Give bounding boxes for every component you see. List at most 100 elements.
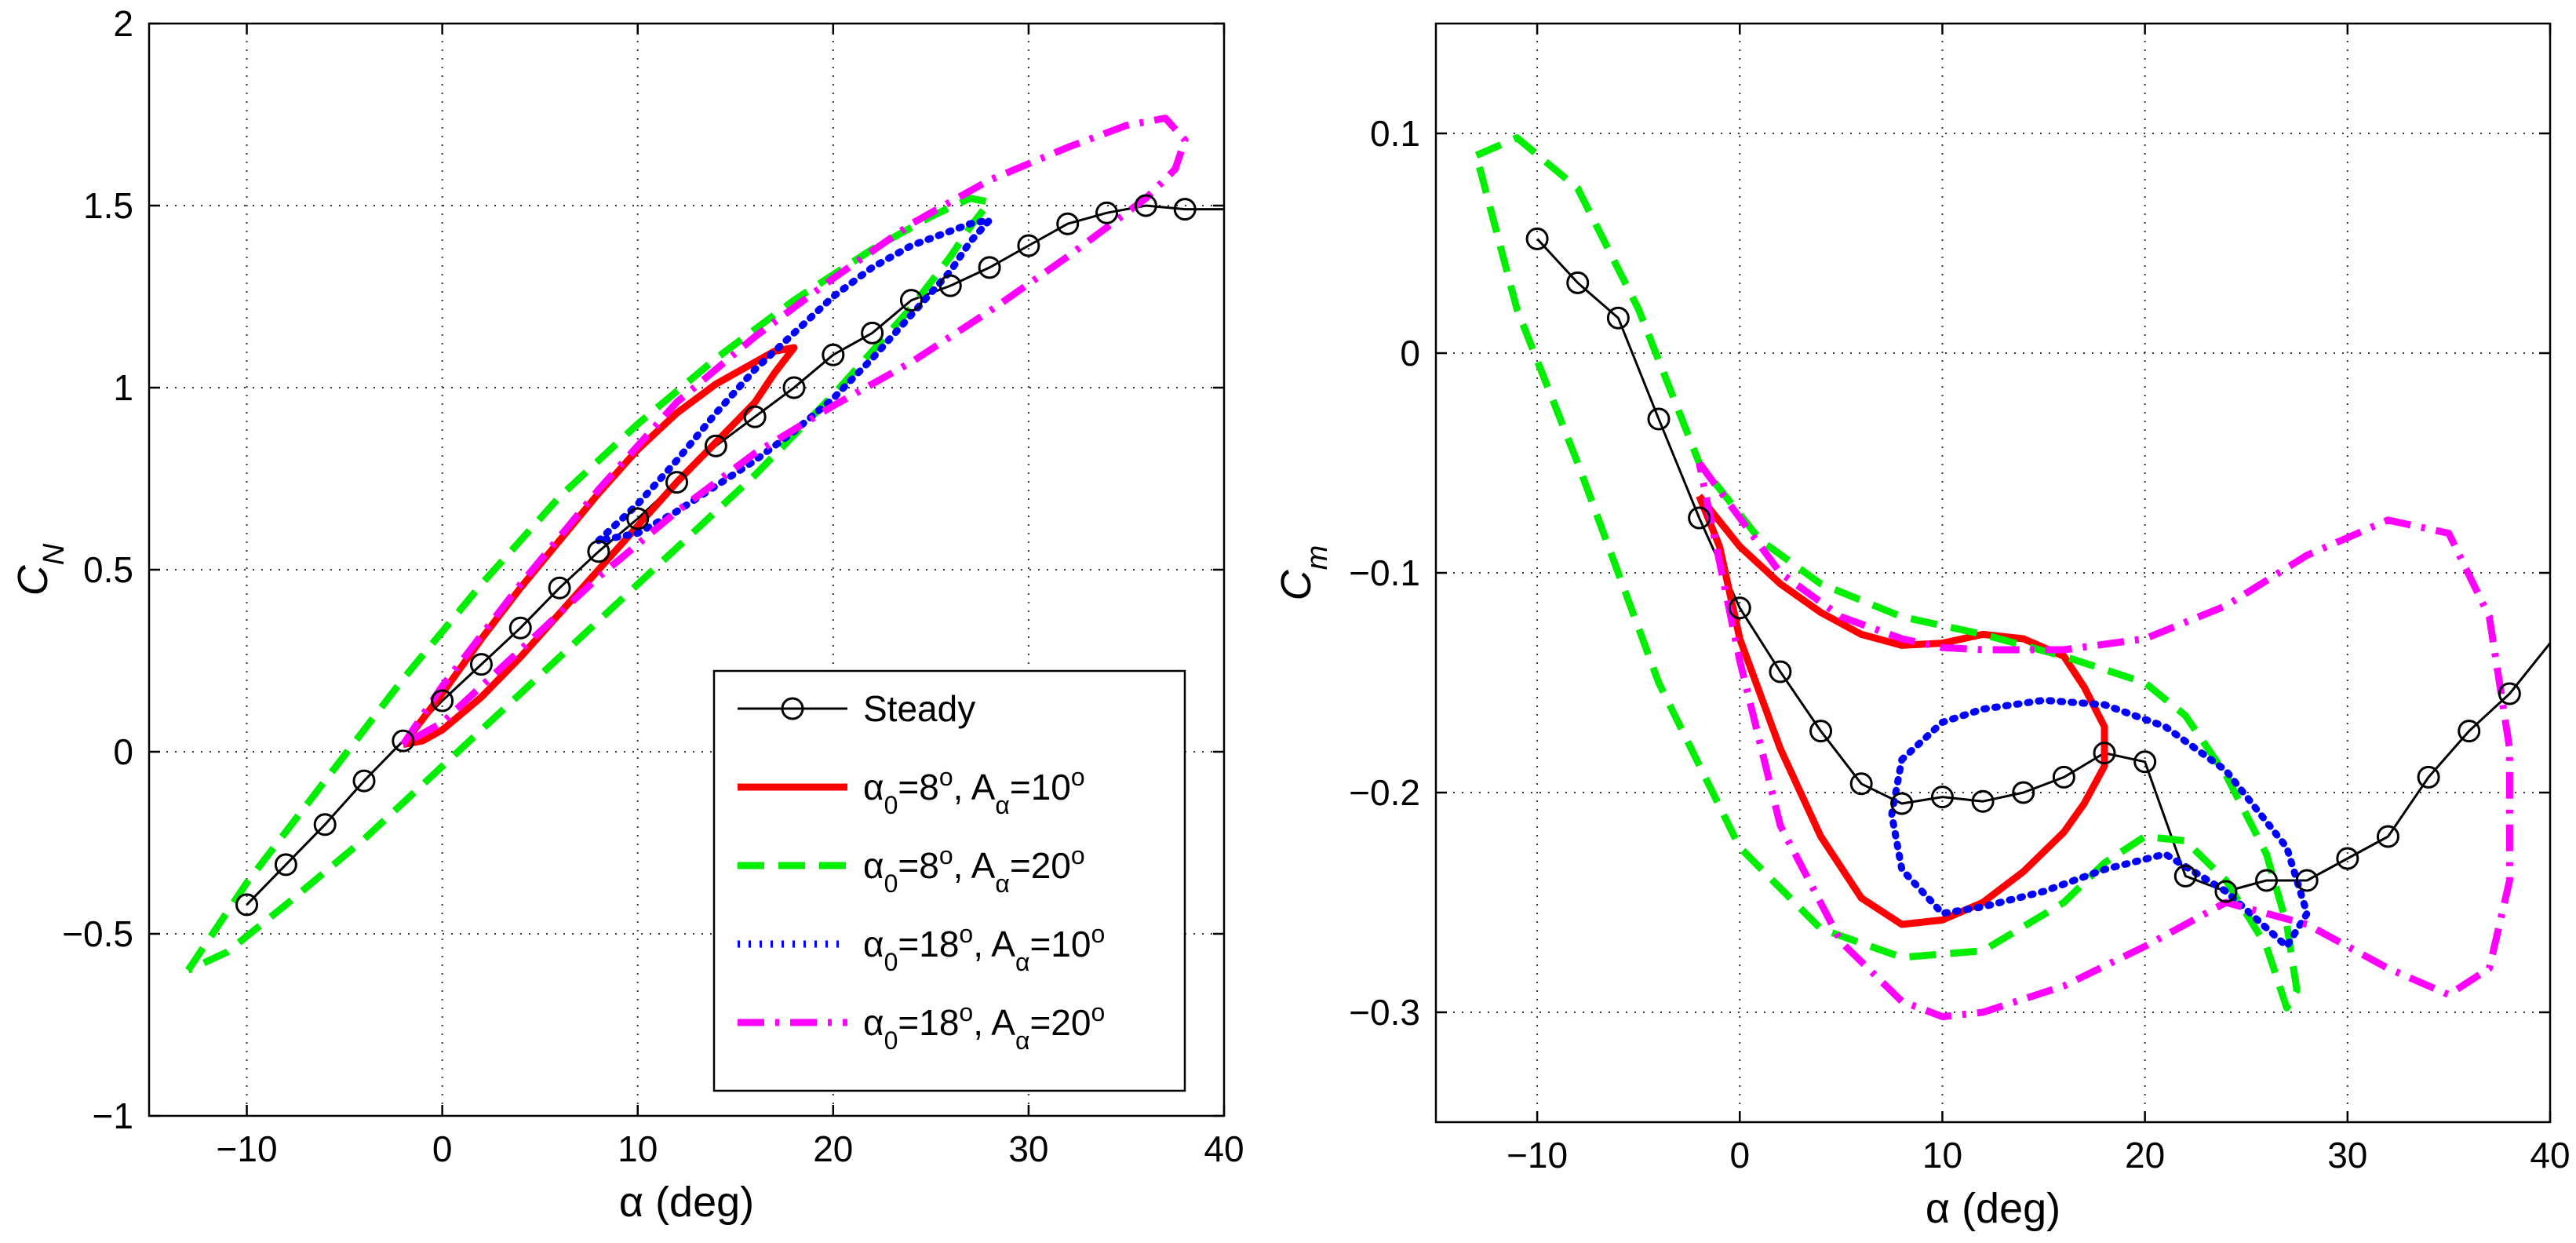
series-group bbox=[1473, 134, 2550, 1021]
data-point-marker bbox=[508, 616, 532, 640]
series-line-0-8-a-20 bbox=[185, 195, 993, 974]
data-point-marker bbox=[2295, 869, 2319, 892]
data-point-marker bbox=[1134, 194, 1157, 217]
data-point-marker bbox=[2214, 880, 2238, 903]
data-point-marker bbox=[782, 376, 806, 399]
data-point-marker bbox=[431, 689, 454, 713]
series-line-0-18-a-10 bbox=[595, 217, 993, 545]
data-point-marker bbox=[352, 769, 376, 793]
data-point-marker bbox=[665, 471, 689, 494]
data-point-marker bbox=[235, 893, 259, 917]
x-tick-label: 10 bbox=[618, 1128, 658, 1169]
x-tick-label: 40 bbox=[2530, 1135, 2570, 1176]
y-tick-label: −0.1 bbox=[1349, 552, 1420, 593]
data-point-marker bbox=[1809, 720, 1833, 743]
series-line-0-8-a-10 bbox=[1696, 494, 2108, 928]
data-point-marker bbox=[313, 813, 337, 837]
data-point-marker bbox=[469, 653, 493, 676]
data-point-marker bbox=[274, 853, 297, 877]
data-point-marker bbox=[1769, 660, 1792, 683]
legend-label: α0=8o, Aα=10o bbox=[863, 763, 1085, 819]
data-point-marker bbox=[1606, 306, 1630, 330]
data-point-marker bbox=[2255, 869, 2279, 892]
data-point-marker bbox=[2336, 847, 2359, 870]
cm-chart-panel: −10 0 10 20 30 40 −0.3 −0.2 −0.1 0 0.1 α (deg) Cm bbox=[1273, 22, 2571, 1232]
y-tick-label: −0.2 bbox=[1349, 772, 1420, 813]
x-tick-label: 20 bbox=[813, 1128, 853, 1169]
data-point-marker bbox=[1173, 198, 1197, 221]
data-point-marker bbox=[2133, 750, 2157, 774]
y-tick-label: 1.5 bbox=[83, 185, 133, 226]
data-point-marker bbox=[626, 507, 650, 530]
cn-chart-panel: −10 0 10 20 30 40 −1 −0.5 0 0.5 1 1.5 2 α (deg) CN Stea… bbox=[9, 3, 1244, 1226]
legend-label: α0=18o, Aα=20o bbox=[863, 998, 1105, 1055]
data-point-marker bbox=[2173, 864, 2197, 888]
legend-label: Steady bbox=[863, 688, 975, 729]
x-axis-label: α (deg) bbox=[1926, 1185, 2060, 1232]
x-tick-label: 0 bbox=[1729, 1135, 1750, 1176]
data-point-marker bbox=[1890, 792, 1914, 815]
data-point-marker bbox=[1971, 789, 1995, 813]
data-point-marker bbox=[1849, 772, 1873, 796]
y-axis-label: Cm bbox=[1273, 545, 1334, 601]
x-tick-label: −10 bbox=[217, 1128, 278, 1169]
x-axis-label: α (deg) bbox=[619, 1179, 754, 1226]
data-point-marker bbox=[2376, 825, 2399, 848]
series-line-0-18-a-20 bbox=[1696, 461, 2513, 1021]
data-point-marker bbox=[1525, 227, 1549, 250]
x-tick-label: 30 bbox=[2327, 1135, 2367, 1176]
y-tick-label: −0.3 bbox=[1349, 992, 1420, 1033]
y-tick-label: 2 bbox=[113, 3, 133, 44]
data-point-marker bbox=[743, 405, 767, 428]
legend-label: α0=18o, Aα=10o bbox=[863, 920, 1105, 976]
data-point-marker bbox=[2417, 765, 2440, 789]
x-tick-label: 30 bbox=[1008, 1128, 1048, 1169]
data-point-marker bbox=[2498, 682, 2521, 705]
legend-label: α0=8o, Aα=20o bbox=[863, 841, 1085, 898]
data-point-marker bbox=[899, 289, 923, 312]
data-point-marker bbox=[978, 256, 1001, 279]
data-point-marker bbox=[1930, 786, 1954, 809]
x-tick-label: 40 bbox=[1204, 1128, 1244, 1169]
data-point-marker bbox=[938, 274, 962, 297]
series-line-0-8-a-10 bbox=[400, 344, 798, 749]
data-point-marker bbox=[704, 434, 727, 457]
data-point-marker bbox=[1017, 234, 1040, 257]
y-tick-label: 1 bbox=[113, 367, 133, 408]
x-tick-label: −10 bbox=[1507, 1135, 1568, 1176]
legend: Steady α0=8o, Aα=10o α0=8o, Aα=20o α0=18o, … bbox=[712, 669, 1186, 1092]
axes-frame bbox=[1434, 22, 2552, 1124]
data-point-marker bbox=[1688, 506, 1711, 530]
data-point-marker bbox=[1647, 407, 1671, 431]
data-point-marker bbox=[1728, 596, 1751, 620]
x-tick-label: 20 bbox=[2125, 1135, 2165, 1176]
legend-marker bbox=[781, 697, 804, 720]
series-line-0-18-a-10 bbox=[1888, 696, 2311, 950]
x-tick-label: 0 bbox=[432, 1128, 453, 1169]
series-line-0-18-a-20 bbox=[400, 115, 1189, 748]
series-line-steady bbox=[1536, 238, 2550, 893]
data-point-marker bbox=[1095, 201, 1119, 224]
y-tick-label: 0 bbox=[1400, 333, 1420, 374]
y-tick-label: 0.1 bbox=[1370, 113, 1420, 154]
data-point-marker bbox=[1566, 271, 1590, 294]
data-point-marker bbox=[1056, 212, 1080, 235]
data-point-marker bbox=[392, 729, 415, 753]
series-line-0-8-a-20 bbox=[1473, 134, 2301, 1012]
data-point-marker bbox=[2012, 781, 2035, 804]
data-point-marker bbox=[587, 540, 610, 563]
y-tick-label: −0.5 bbox=[62, 913, 133, 954]
data-point-marker bbox=[2458, 720, 2481, 743]
y-axis-label: CN bbox=[9, 543, 71, 596]
data-point-marker bbox=[861, 321, 884, 344]
series-group bbox=[185, 115, 1224, 974]
data-point-marker bbox=[2093, 742, 2116, 765]
y-tick-label: 0 bbox=[113, 731, 133, 772]
x-tick-label: 10 bbox=[1922, 1135, 1962, 1176]
data-point-marker bbox=[2052, 765, 2075, 789]
y-tick-label: 0.5 bbox=[83, 549, 133, 590]
data-point-marker bbox=[822, 343, 845, 366]
data-point-marker bbox=[548, 576, 571, 600]
y-tick-label: −1 bbox=[93, 1095, 133, 1136]
